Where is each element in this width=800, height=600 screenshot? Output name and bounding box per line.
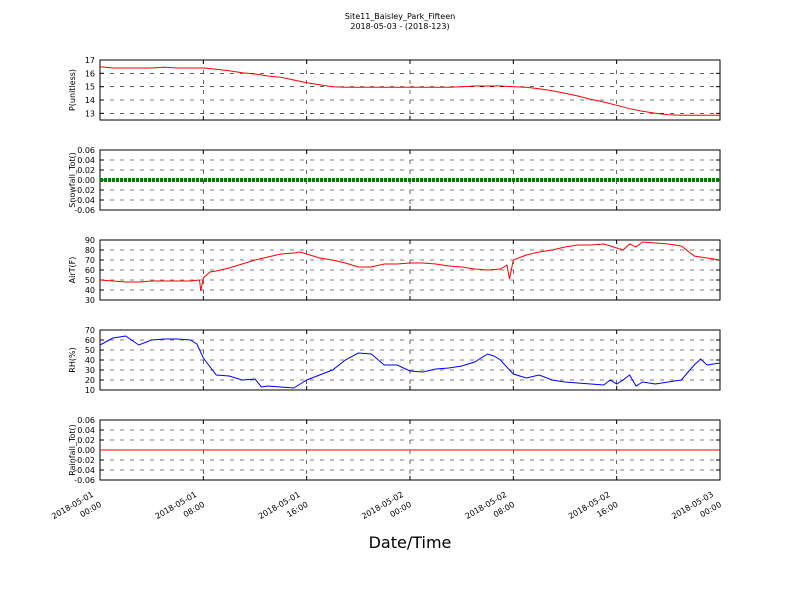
panel-1-ytick-label: 14 bbox=[85, 96, 95, 105]
panel-2-ytick-label: -0.02 bbox=[74, 186, 95, 195]
panel-2-ytick-label: 0.00 bbox=[77, 176, 95, 185]
panel-5-ytick-label: 0.02 bbox=[77, 436, 95, 445]
chart-subtitle: 2018-05-03 - (2018-123) bbox=[350, 22, 450, 31]
panel-3-ytick-label: 40 bbox=[85, 286, 95, 295]
panel-5-ytick-label: -0.02 bbox=[74, 456, 95, 465]
panel-3-ytick-label: 50 bbox=[85, 276, 95, 285]
panel-3-series-line bbox=[99, 241, 721, 292]
panel-4-ytick-label: 40 bbox=[85, 356, 95, 365]
chart-title: Site11_Baisley_Park_Fifteen bbox=[344, 12, 456, 21]
panel-1-series-line bbox=[99, 66, 720, 116]
panel-4-ytick-label: 30 bbox=[85, 366, 95, 375]
panel-4-ytick-label: 10 bbox=[85, 386, 95, 395]
panel-5-ytick-label: -0.04 bbox=[74, 466, 95, 475]
panel-4-ytick-label: 70 bbox=[85, 326, 95, 335]
panel-2-ytick-label: 0.04 bbox=[77, 156, 95, 165]
x-axis-label: Date/Time bbox=[368, 533, 452, 552]
panel-4-ytick-label: 60 bbox=[85, 336, 95, 345]
panel-5-ytick-label: 0.00 bbox=[77, 446, 95, 455]
panel-3-ylabel: AirT(F) bbox=[68, 257, 77, 284]
panel-5-ytick-label: 0.04 bbox=[77, 426, 95, 435]
panel-1-ylabel: P(unitless) bbox=[68, 69, 77, 111]
panel-3-ytick-label: 70 bbox=[85, 256, 95, 265]
panel-3-ytick-label: 80 bbox=[85, 246, 95, 255]
panel-2-ytick-label: -0.06 bbox=[74, 206, 95, 215]
panel-4-series-line bbox=[99, 335, 721, 389]
panel-4-ytick-label: 20 bbox=[85, 376, 95, 385]
panel-1-ytick-label: 13 bbox=[85, 109, 95, 118]
panel-2-ytick-label: 0.02 bbox=[77, 166, 95, 175]
panel-4-ylabel: RH(%) bbox=[68, 347, 77, 372]
panel-2-ylabel: Snowfall_Tot() bbox=[68, 152, 77, 208]
panel-4-ytick-label: 50 bbox=[85, 346, 95, 355]
panel-1-ytick-label: 16 bbox=[85, 69, 95, 78]
panel-2-ytick-label: 0.06 bbox=[77, 146, 95, 155]
panel-5-ytick-label: 0.06 bbox=[77, 416, 95, 425]
panel-3-ytick-label: 90 bbox=[85, 236, 95, 245]
panel-1-ytick-label: 15 bbox=[85, 83, 95, 92]
panel-5-ylabel: Rainfall_Tot() bbox=[68, 424, 77, 476]
panel-5-ytick-label: -0.06 bbox=[74, 476, 95, 485]
panel-3-ytick-label: 60 bbox=[85, 266, 95, 275]
panel-1-ytick-label: 17 bbox=[85, 56, 95, 65]
panel-3-ytick-label: 30 bbox=[85, 296, 95, 305]
panel-2-ytick-label: -0.04 bbox=[74, 196, 95, 205]
